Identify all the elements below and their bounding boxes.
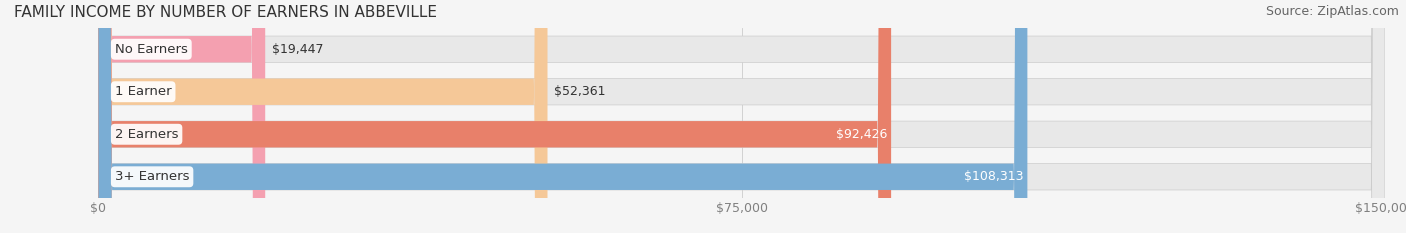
FancyBboxPatch shape bbox=[98, 0, 547, 233]
Text: FAMILY INCOME BY NUMBER OF EARNERS IN ABBEVILLE: FAMILY INCOME BY NUMBER OF EARNERS IN AB… bbox=[14, 5, 437, 20]
FancyBboxPatch shape bbox=[98, 0, 1385, 233]
Text: 2 Earners: 2 Earners bbox=[115, 128, 179, 141]
FancyBboxPatch shape bbox=[98, 0, 1028, 233]
FancyBboxPatch shape bbox=[98, 0, 1385, 233]
Text: No Earners: No Earners bbox=[115, 43, 188, 56]
FancyBboxPatch shape bbox=[98, 0, 266, 233]
Text: 3+ Earners: 3+ Earners bbox=[115, 170, 190, 183]
Text: $52,361: $52,361 bbox=[554, 85, 606, 98]
Text: Source: ZipAtlas.com: Source: ZipAtlas.com bbox=[1265, 5, 1399, 18]
Text: $19,447: $19,447 bbox=[273, 43, 323, 56]
Text: 1 Earner: 1 Earner bbox=[115, 85, 172, 98]
Text: $108,313: $108,313 bbox=[963, 170, 1024, 183]
FancyBboxPatch shape bbox=[98, 0, 891, 233]
FancyBboxPatch shape bbox=[98, 0, 1385, 233]
Text: $92,426: $92,426 bbox=[835, 128, 887, 141]
FancyBboxPatch shape bbox=[98, 0, 1385, 233]
